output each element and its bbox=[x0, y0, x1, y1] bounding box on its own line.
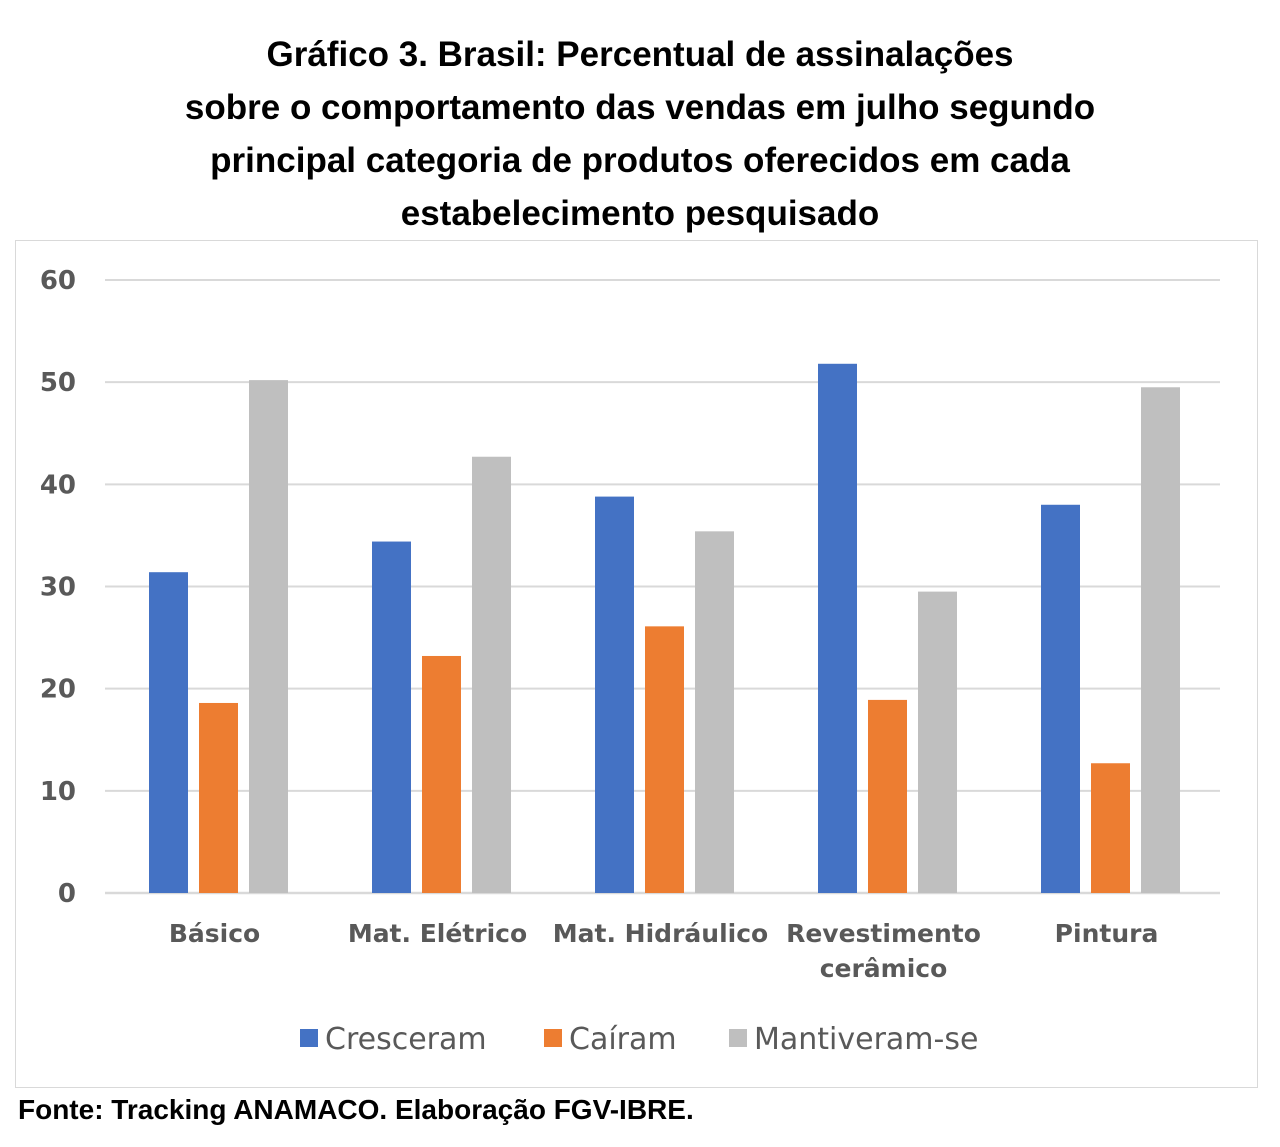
y-tick-label: 20 bbox=[40, 675, 76, 705]
bar-ca-ram bbox=[645, 626, 684, 893]
legend-swatch bbox=[544, 1029, 562, 1047]
y-tick-label: 30 bbox=[40, 573, 76, 603]
x-tick-label: Mat. Elétrico bbox=[348, 919, 527, 948]
bar-ca-ram bbox=[199, 702, 238, 893]
legend-label: Caíram bbox=[569, 1022, 677, 1057]
y-tick-label: 0 bbox=[58, 879, 76, 909]
bar-mantiveram-se bbox=[695, 531, 734, 893]
legend-label: Mantiveram-se bbox=[754, 1022, 978, 1057]
bar-cresceram bbox=[149, 572, 188, 893]
x-tick-label: Pintura bbox=[1055, 919, 1159, 948]
x-axis: Básico Mat. Elétrico Mat. Hidráulico Revest… bbox=[169, 919, 1159, 983]
chart-title-line: Gráfico 3. Brasil: Percentual de assinal… bbox=[266, 35, 1014, 74]
y-axis: 0 10 20 30 40 50 60 bbox=[40, 266, 76, 909]
bar-cresceram bbox=[372, 541, 411, 893]
bars bbox=[149, 363, 1180, 894]
bar-mantiveram-se bbox=[1141, 387, 1180, 893]
bar-mantiveram-se bbox=[249, 380, 288, 894]
y-tick-label: 10 bbox=[40, 777, 76, 807]
legend: Cresceram Caíram Mantiveram-se bbox=[300, 1022, 978, 1057]
gridlines bbox=[105, 279, 1220, 895]
source-note: Fonte: Tracking ANAMACO. Elaboração FGV-… bbox=[18, 1094, 694, 1125]
y-tick-label: 40 bbox=[40, 470, 76, 500]
bar-cresceram bbox=[818, 363, 857, 893]
bar-mantiveram-se bbox=[918, 591, 957, 893]
legend-swatch bbox=[300, 1029, 318, 1047]
bar-chart: 0 10 20 30 40 50 60 Básico Mat. Elétrico Mat. Hi… bbox=[40, 266, 1220, 1057]
x-tick-label: Mat. Hidráulico bbox=[553, 919, 768, 948]
legend-label: Cresceram bbox=[325, 1022, 487, 1057]
chart-title-line: sobre o comportamento das vendas em julh… bbox=[184, 88, 1096, 127]
x-tick-label: Revestimento cerâmico bbox=[786, 919, 981, 983]
chart-title-line: estabelecimento pesquisado bbox=[400, 194, 880, 233]
chart-title-line: principal categoria de produtos oferecid… bbox=[210, 141, 1070, 180]
bar-ca-ram bbox=[422, 655, 461, 893]
legend-swatch bbox=[729, 1029, 747, 1047]
y-tick-label: 50 bbox=[40, 368, 76, 398]
y-tick-label: 60 bbox=[40, 266, 76, 296]
bar-ca-ram bbox=[1091, 763, 1130, 893]
bar-mantiveram-se bbox=[472, 456, 511, 893]
bar-ca-ram bbox=[868, 699, 907, 893]
bar-cresceram bbox=[1041, 504, 1080, 893]
x-tick-label: Básico bbox=[169, 919, 260, 948]
chart-title: Gráfico 3. Brasil: Percentual de assinal… bbox=[0, 28, 1280, 240]
bar-cresceram bbox=[595, 496, 634, 893]
